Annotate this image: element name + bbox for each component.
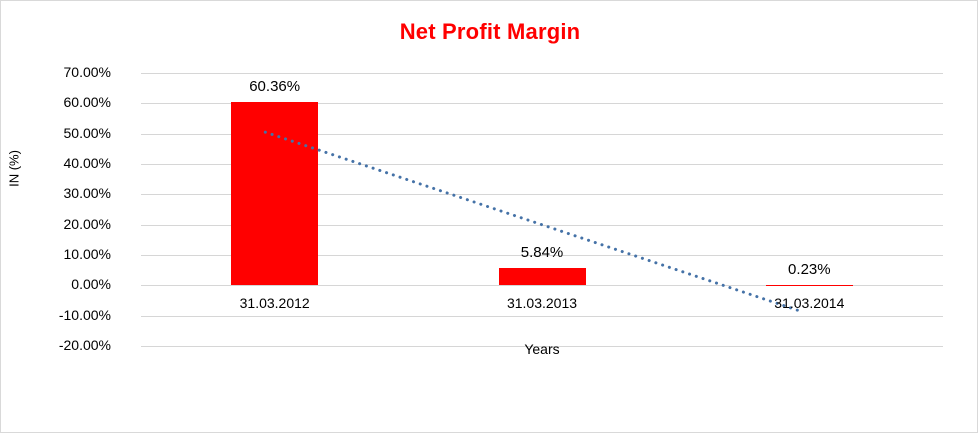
y-axis-tick-label: -20.00% xyxy=(58,337,111,353)
data-label: 60.36% xyxy=(249,78,301,96)
x-axis-title: Years xyxy=(524,341,560,357)
gridline xyxy=(141,103,943,105)
y-axis-tick: 10.00% xyxy=(1,246,943,262)
x-axis-category-label: 31.03.2014 xyxy=(774,295,845,312)
gridline xyxy=(141,315,943,317)
y-axis-tick: -10.00% xyxy=(1,307,943,323)
x-axis-category-label: 31.03.2012 xyxy=(239,295,310,312)
gridline xyxy=(141,73,943,74)
y-axis-tick: 30.00% xyxy=(1,185,943,201)
bar[interactable] xyxy=(231,102,319,286)
y-axis-tick: 40.00% xyxy=(1,155,943,171)
y-axis-tick-label: 10.00% xyxy=(63,246,111,262)
bar[interactable] xyxy=(765,284,853,286)
bar[interactable] xyxy=(498,267,586,286)
y-axis-tick-label: 20.00% xyxy=(63,215,111,232)
gridline xyxy=(141,346,943,347)
y-axis-tick: 60.00% xyxy=(1,94,943,110)
y-axis-tick-label: 40.00% xyxy=(63,155,111,171)
chart-title: Net Profit Margin xyxy=(399,19,581,44)
y-axis-tick-label: 50.00% xyxy=(63,124,111,141)
y-axis-tick-label: 0.00% xyxy=(71,276,111,293)
y-axis-tick-label: 60.00% xyxy=(63,94,111,111)
y-axis-tick: 0.00% xyxy=(1,276,943,292)
x-axis-category-label: 31.03.2013 xyxy=(506,295,578,312)
y-axis-tick: -20.00% xyxy=(1,337,943,353)
y-axis-tick-label: 30.00% xyxy=(63,185,111,202)
gridline xyxy=(141,285,943,287)
plot-area: 70.00% 60.00% 50.00% 40.00% 30.00% 20.00% 10.0… xyxy=(59,64,943,353)
y-axis-tick: 20.00% xyxy=(1,216,943,232)
data-label: 5.84% xyxy=(520,243,564,261)
y-axis-tick-label: 70.00% xyxy=(63,64,111,80)
y-axis-tick: 50.00% xyxy=(1,125,943,141)
y-axis-tick: 70.00% xyxy=(1,64,943,80)
data-label: 0.23% xyxy=(788,260,831,278)
y-axis-tick-label: -10.00% xyxy=(58,306,111,323)
